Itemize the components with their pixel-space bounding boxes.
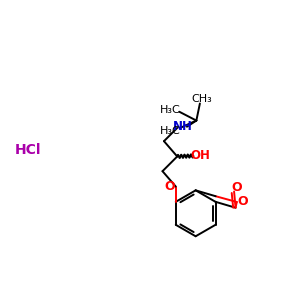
Text: NH: NH [172,120,193,133]
Text: H₃C: H₃C [160,105,180,115]
Text: HCl: HCl [15,143,41,157]
Text: O: O [231,182,242,194]
Text: O: O [164,180,175,193]
Text: H₃C: H₃C [160,126,181,136]
Text: OH: OH [190,149,210,162]
Text: CH₃: CH₃ [192,94,213,104]
Text: O: O [237,196,248,208]
